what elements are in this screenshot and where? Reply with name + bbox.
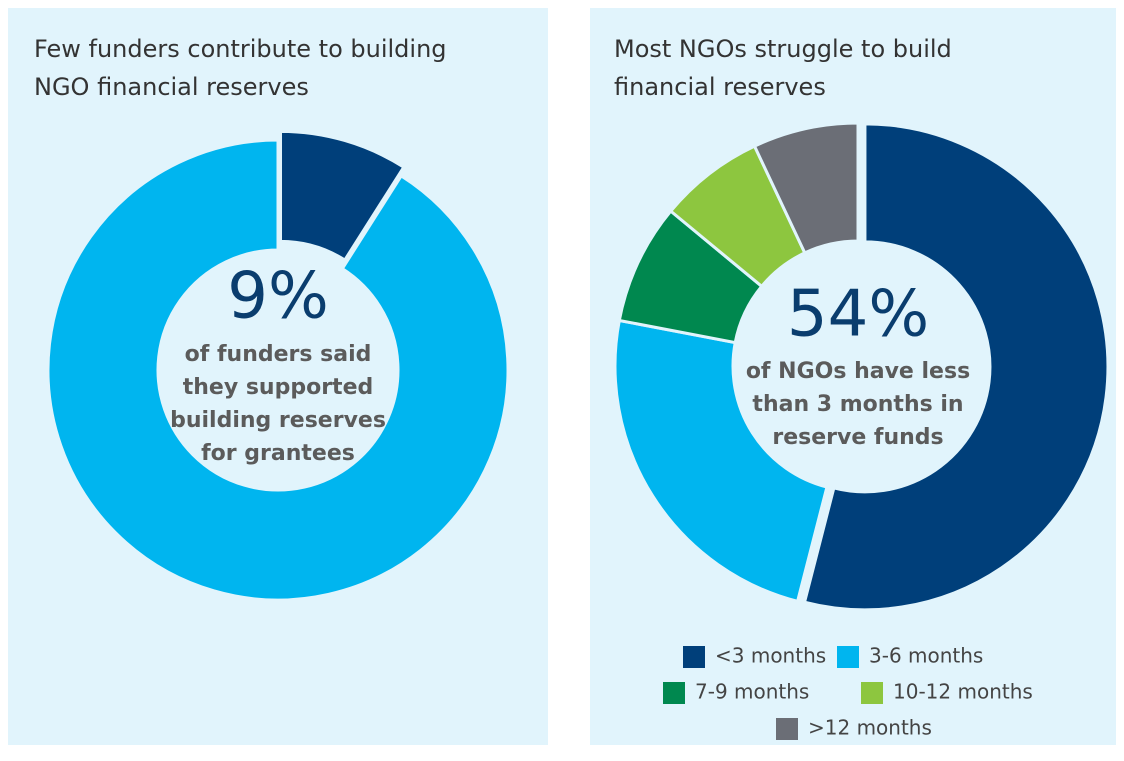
legend-swatch [861, 682, 883, 704]
center-note: of funders said [185, 342, 372, 367]
legend-swatch [663, 682, 685, 704]
donut-hole [158, 250, 398, 490]
chart-title: NGO financial reserves [34, 73, 309, 101]
legend-swatch [683, 646, 705, 668]
legend-swatch [837, 646, 859, 668]
center-note: reserve funds [772, 425, 943, 450]
legend-swatch [776, 718, 798, 740]
legend-label: 10-12 months [893, 680, 1033, 704]
chart-title: Most NGOs struggle to build [614, 35, 952, 63]
donut-hole [733, 241, 983, 491]
center-note: of NGOs have less [746, 359, 970, 384]
center-note: than 3 months in [752, 392, 963, 417]
center-value: 9% [227, 260, 329, 334]
legend-label: 7-9 months [695, 680, 809, 704]
center-note: they supported [183, 375, 374, 400]
center-note: for grantees [201, 441, 355, 466]
donut-slice [802, 122, 1110, 612]
center-value: 54% [787, 278, 929, 352]
donut-slice [279, 129, 406, 263]
chart-title: Few funders contribute to building [34, 35, 447, 63]
legend-label: <3 months [715, 644, 826, 668]
legend-label: 3-6 months [869, 644, 983, 668]
chart-title: financial reserves [614, 73, 826, 101]
legend-label: >12 months [808, 716, 932, 740]
center-note: building reserves [170, 408, 386, 433]
